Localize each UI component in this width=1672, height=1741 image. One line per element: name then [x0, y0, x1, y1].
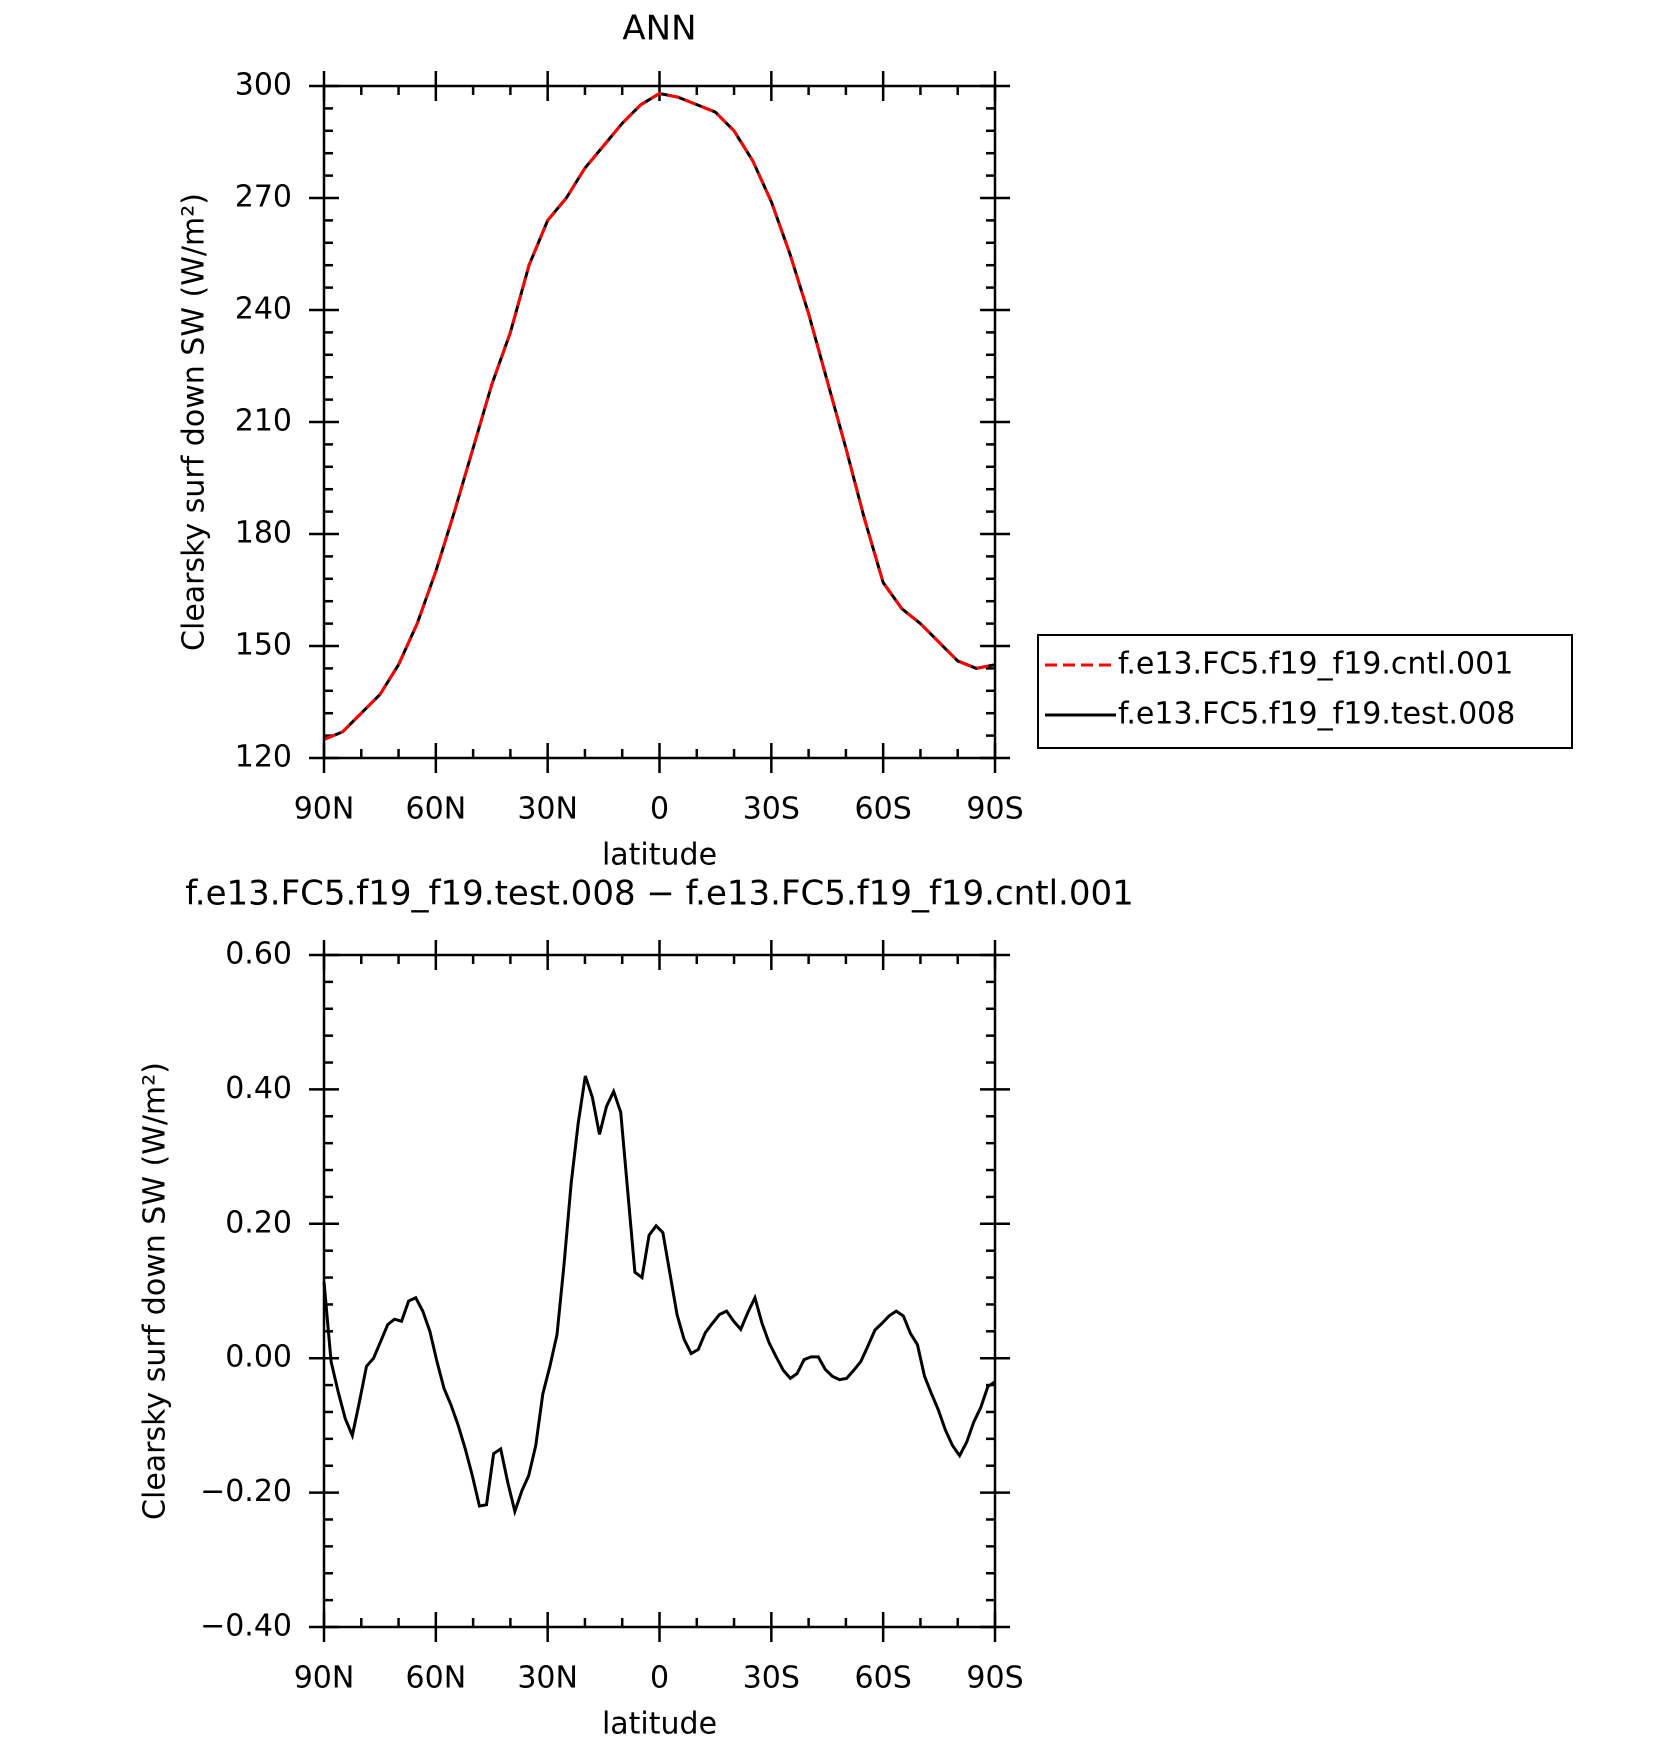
- y-tick-label: 210: [235, 404, 292, 439]
- x-axis-label: latitude: [602, 838, 717, 873]
- y-tick-label: 150: [235, 628, 292, 663]
- x-tick-label: 90S: [966, 792, 1023, 827]
- data-line: [322, 1075, 996, 1517]
- x-tick-label: 90N: [294, 1661, 355, 1696]
- y-tick-label: 270: [235, 180, 292, 215]
- plot-frame: [322, 953, 997, 1629]
- x-tick-label: 90N: [294, 792, 355, 827]
- y-tick-label: 0.60: [225, 937, 292, 972]
- x-tick-label: 90S: [966, 1661, 1023, 1696]
- chart-title: f.e13.FC5.f19_f19.test.008 − f.e13.FC5.f…: [185, 874, 1133, 914]
- x-tick-label: 60S: [855, 1661, 912, 1696]
- x-tick-label: 30S: [743, 792, 800, 827]
- plot-frame: [322, 84, 997, 760]
- y-tick-label: 300: [235, 68, 292, 103]
- x-tick-label: 60N: [406, 1661, 467, 1696]
- y-axis-label: Clearsky surf down SW (W/m²): [177, 193, 212, 651]
- data-line: [323, 91, 996, 741]
- y-tick-label: 180: [235, 516, 292, 551]
- y-tick-label: −0.40: [200, 1609, 292, 1644]
- x-tick-label: 30N: [517, 1661, 578, 1696]
- x-tick-label: 0: [650, 1661, 669, 1696]
- legend-label: f.e13.FC5.f19_f19.cntl.001: [1118, 647, 1513, 682]
- x-tick-label: 0: [650, 792, 669, 827]
- x-axis-label: latitude: [602, 1707, 717, 1741]
- y-tick-label: 240: [235, 292, 292, 327]
- y-tick-label: 0.20: [225, 1205, 292, 1240]
- y-tick-label: 120: [235, 740, 292, 775]
- data-line: [323, 91, 996, 741]
- x-tick-label: 30N: [517, 792, 578, 827]
- y-tick-label: 0.40: [225, 1071, 292, 1106]
- x-tick-label: 30S: [743, 1661, 800, 1696]
- chart-title: ANN: [622, 9, 696, 49]
- legend-label: f.e13.FC5.f19_f19.test.008: [1118, 697, 1515, 732]
- x-tick-label: 60N: [406, 792, 467, 827]
- y-tick-label: −0.20: [200, 1474, 292, 1509]
- legend-box: [1037, 634, 1573, 749]
- y-axis-label: Clearsky surf down SW (W/m²): [138, 1062, 173, 1520]
- x-tick-label: 60S: [855, 792, 912, 827]
- y-tick-label: 0.00: [225, 1340, 292, 1375]
